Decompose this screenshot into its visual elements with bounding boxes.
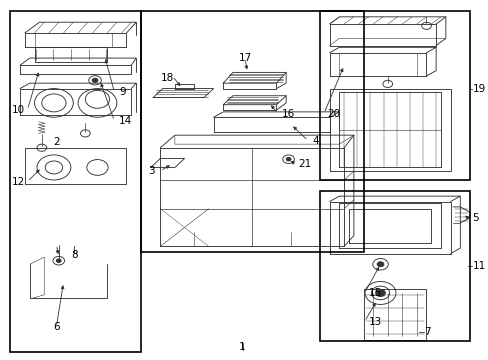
Text: 2: 2 bbox=[53, 138, 60, 147]
Text: 19: 19 bbox=[471, 84, 485, 94]
Text: 6: 6 bbox=[53, 322, 60, 332]
Circle shape bbox=[375, 289, 385, 297]
Text: 21: 21 bbox=[298, 159, 311, 169]
Circle shape bbox=[376, 262, 383, 267]
Text: 10: 10 bbox=[11, 105, 24, 115]
Bar bbox=[319, 12, 469, 180]
Text: 12: 12 bbox=[11, 177, 24, 187]
Circle shape bbox=[285, 157, 290, 161]
Bar bbox=[141, 12, 363, 252]
Text: 18: 18 bbox=[161, 73, 174, 83]
Text: 4: 4 bbox=[312, 136, 319, 145]
Text: 7: 7 bbox=[423, 327, 430, 337]
Text: 5: 5 bbox=[471, 213, 478, 222]
Text: 20: 20 bbox=[326, 109, 340, 119]
Text: 8: 8 bbox=[71, 250, 78, 260]
Text: 13: 13 bbox=[367, 317, 381, 327]
Text: 3: 3 bbox=[148, 166, 154, 176]
Text: 17: 17 bbox=[238, 53, 251, 63]
Circle shape bbox=[92, 78, 98, 82]
Text: 15: 15 bbox=[367, 288, 381, 298]
Bar bbox=[10, 12, 141, 352]
Text: 16: 16 bbox=[281, 109, 294, 119]
Text: 14: 14 bbox=[119, 116, 132, 126]
Bar bbox=[319, 191, 469, 341]
Text: 9: 9 bbox=[119, 87, 125, 97]
Text: 11: 11 bbox=[471, 261, 485, 271]
Text: 1: 1 bbox=[239, 342, 245, 352]
Circle shape bbox=[56, 259, 61, 262]
